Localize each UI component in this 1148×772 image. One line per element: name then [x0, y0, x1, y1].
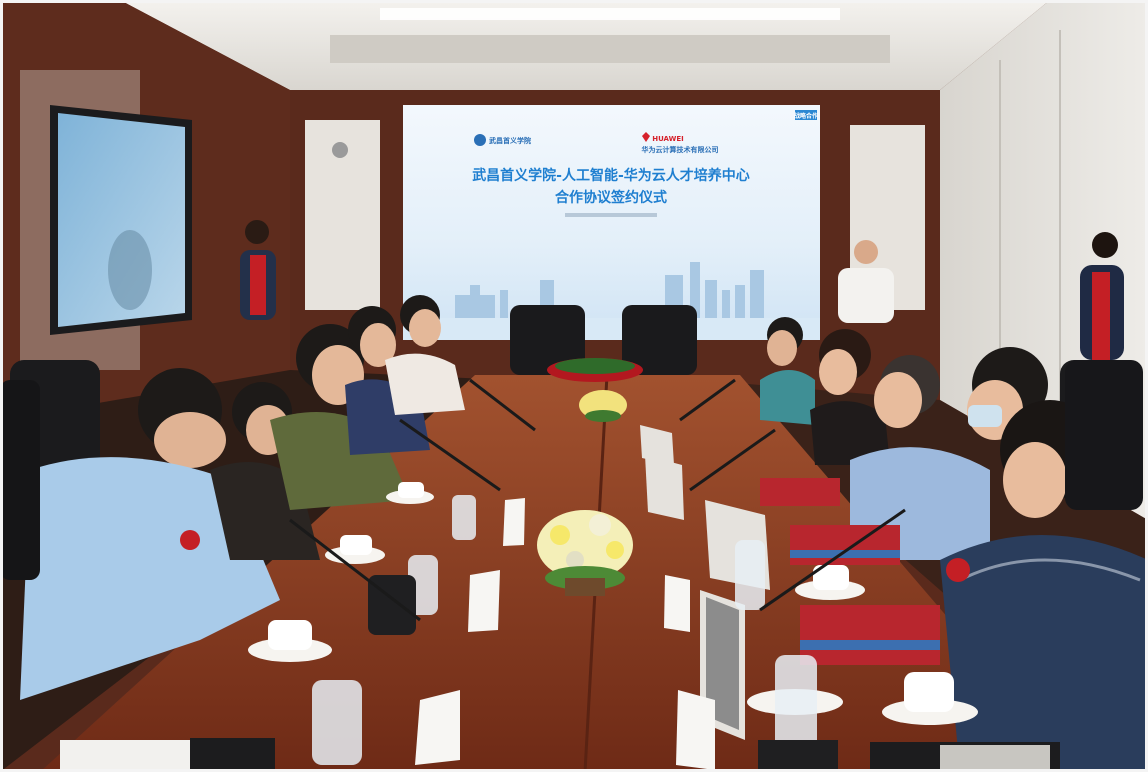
flower-arrangement-icon [547, 358, 643, 382]
chair-left-front [0, 380, 40, 580]
flower-arrangement-front [537, 510, 633, 596]
standing-staff-right [1080, 232, 1124, 360]
ceiling-light [380, 8, 840, 20]
ceiling-vent [330, 35, 890, 63]
seated-person-right-1 [760, 317, 815, 425]
screen-corner-badge: 战略合作 [794, 112, 818, 120]
name-card [415, 690, 460, 765]
tv-person-reflection [108, 230, 152, 310]
screen-logo-right-brand: HUAWEI [652, 135, 684, 143]
water-bottle [312, 680, 362, 765]
school-seal-icon [474, 134, 486, 146]
screen-title-line2: 合作协议签约仪式 [555, 189, 667, 206]
screen-title-line1: 武昌首义学院-人工智能-华为云人才培养中心 [472, 167, 750, 184]
seated-person-right-2 [810, 329, 890, 465]
projection-screen: 战略合作 武昌首义学院 HUAWEI 华为云计算技术有限公司 武昌首义学院-人工… [403, 105, 820, 340]
wall-tv-screen [58, 113, 185, 327]
flower-arrangement-mid [579, 390, 627, 422]
chair-right-back [1065, 360, 1143, 510]
screen-logo-left: 武昌首义学院 [489, 136, 531, 145]
seated-person-left-5 [385, 295, 465, 415]
chair-back-1 [510, 305, 585, 375]
wall-speaker-icon [332, 142, 348, 158]
standing-man-white-shirt [838, 240, 894, 323]
seated-person-left-1 [10, 360, 280, 700]
huawei-logo-icon [642, 132, 650, 142]
standing-staff-left [240, 220, 276, 320]
microphone [289, 518, 421, 622]
table-items-left [60, 378, 536, 772]
screen-date-line [565, 213, 657, 217]
book-stack [800, 605, 940, 665]
chair-back-2 [622, 305, 697, 375]
table-items-right [640, 378, 1060, 772]
screen-logo-right-text: 华为云计算技术有限公司 [642, 145, 719, 154]
